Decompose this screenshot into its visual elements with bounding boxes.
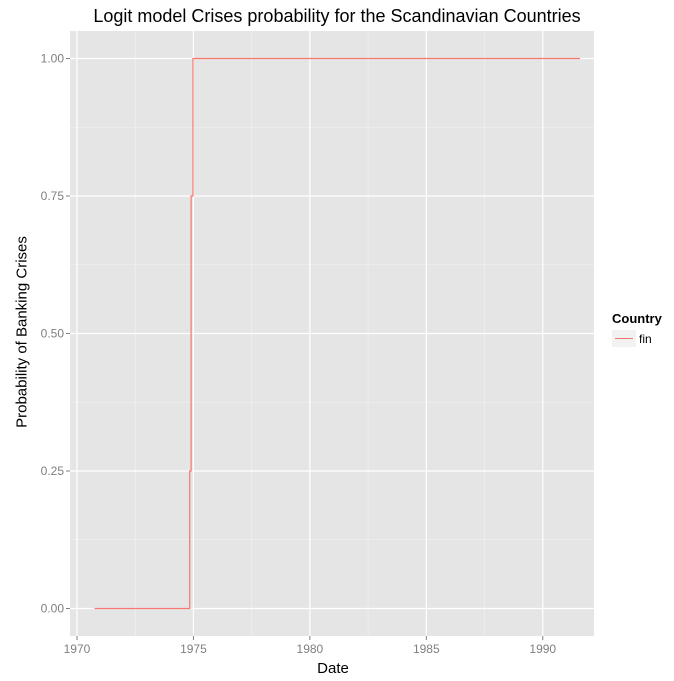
- x-tick-label: 1990: [529, 642, 556, 656]
- x-tick-label: 1970: [64, 642, 91, 656]
- legend-item-fin: fin: [612, 330, 662, 347]
- x-tick-label: 1985: [413, 642, 440, 656]
- y-tick-label: 0.50: [41, 327, 65, 341]
- y-tick-label: 0.25: [41, 464, 65, 478]
- legend: Country fin: [612, 311, 662, 347]
- series-line-fin: [94, 57, 581, 610]
- x-tick-label: 1975: [180, 642, 207, 656]
- x-tick-label: 1980: [297, 642, 324, 656]
- y-tick-label: 1.00: [41, 52, 65, 66]
- chart-title: Logit model Crises probability for the S…: [93, 6, 581, 26]
- legend-key-line: [612, 330, 636, 347]
- y-tick-label: 0.00: [41, 602, 65, 616]
- legend-title: Country: [612, 311, 662, 326]
- y-tick-label: 0.75: [41, 189, 65, 203]
- x-axis-label: Date: [317, 660, 349, 677]
- legend-label: fin: [639, 331, 652, 346]
